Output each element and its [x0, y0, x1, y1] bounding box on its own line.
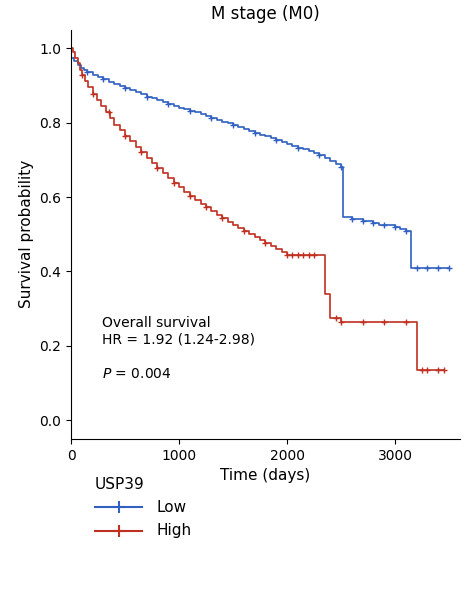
Text: Low: Low	[156, 499, 187, 515]
Y-axis label: Survival probability: Survival probability	[19, 160, 34, 308]
Text: USP39: USP39	[95, 477, 145, 492]
Text: Overall survival
HR = 1.92 (1.24-2.98): Overall survival HR = 1.92 (1.24-2.98)	[102, 316, 255, 346]
Text: $P$ = 0.004: $P$ = 0.004	[102, 367, 172, 381]
X-axis label: Time (days): Time (days)	[220, 468, 310, 483]
Title: M stage (M0): M stage (M0)	[211, 5, 320, 23]
Text: High: High	[156, 523, 191, 538]
